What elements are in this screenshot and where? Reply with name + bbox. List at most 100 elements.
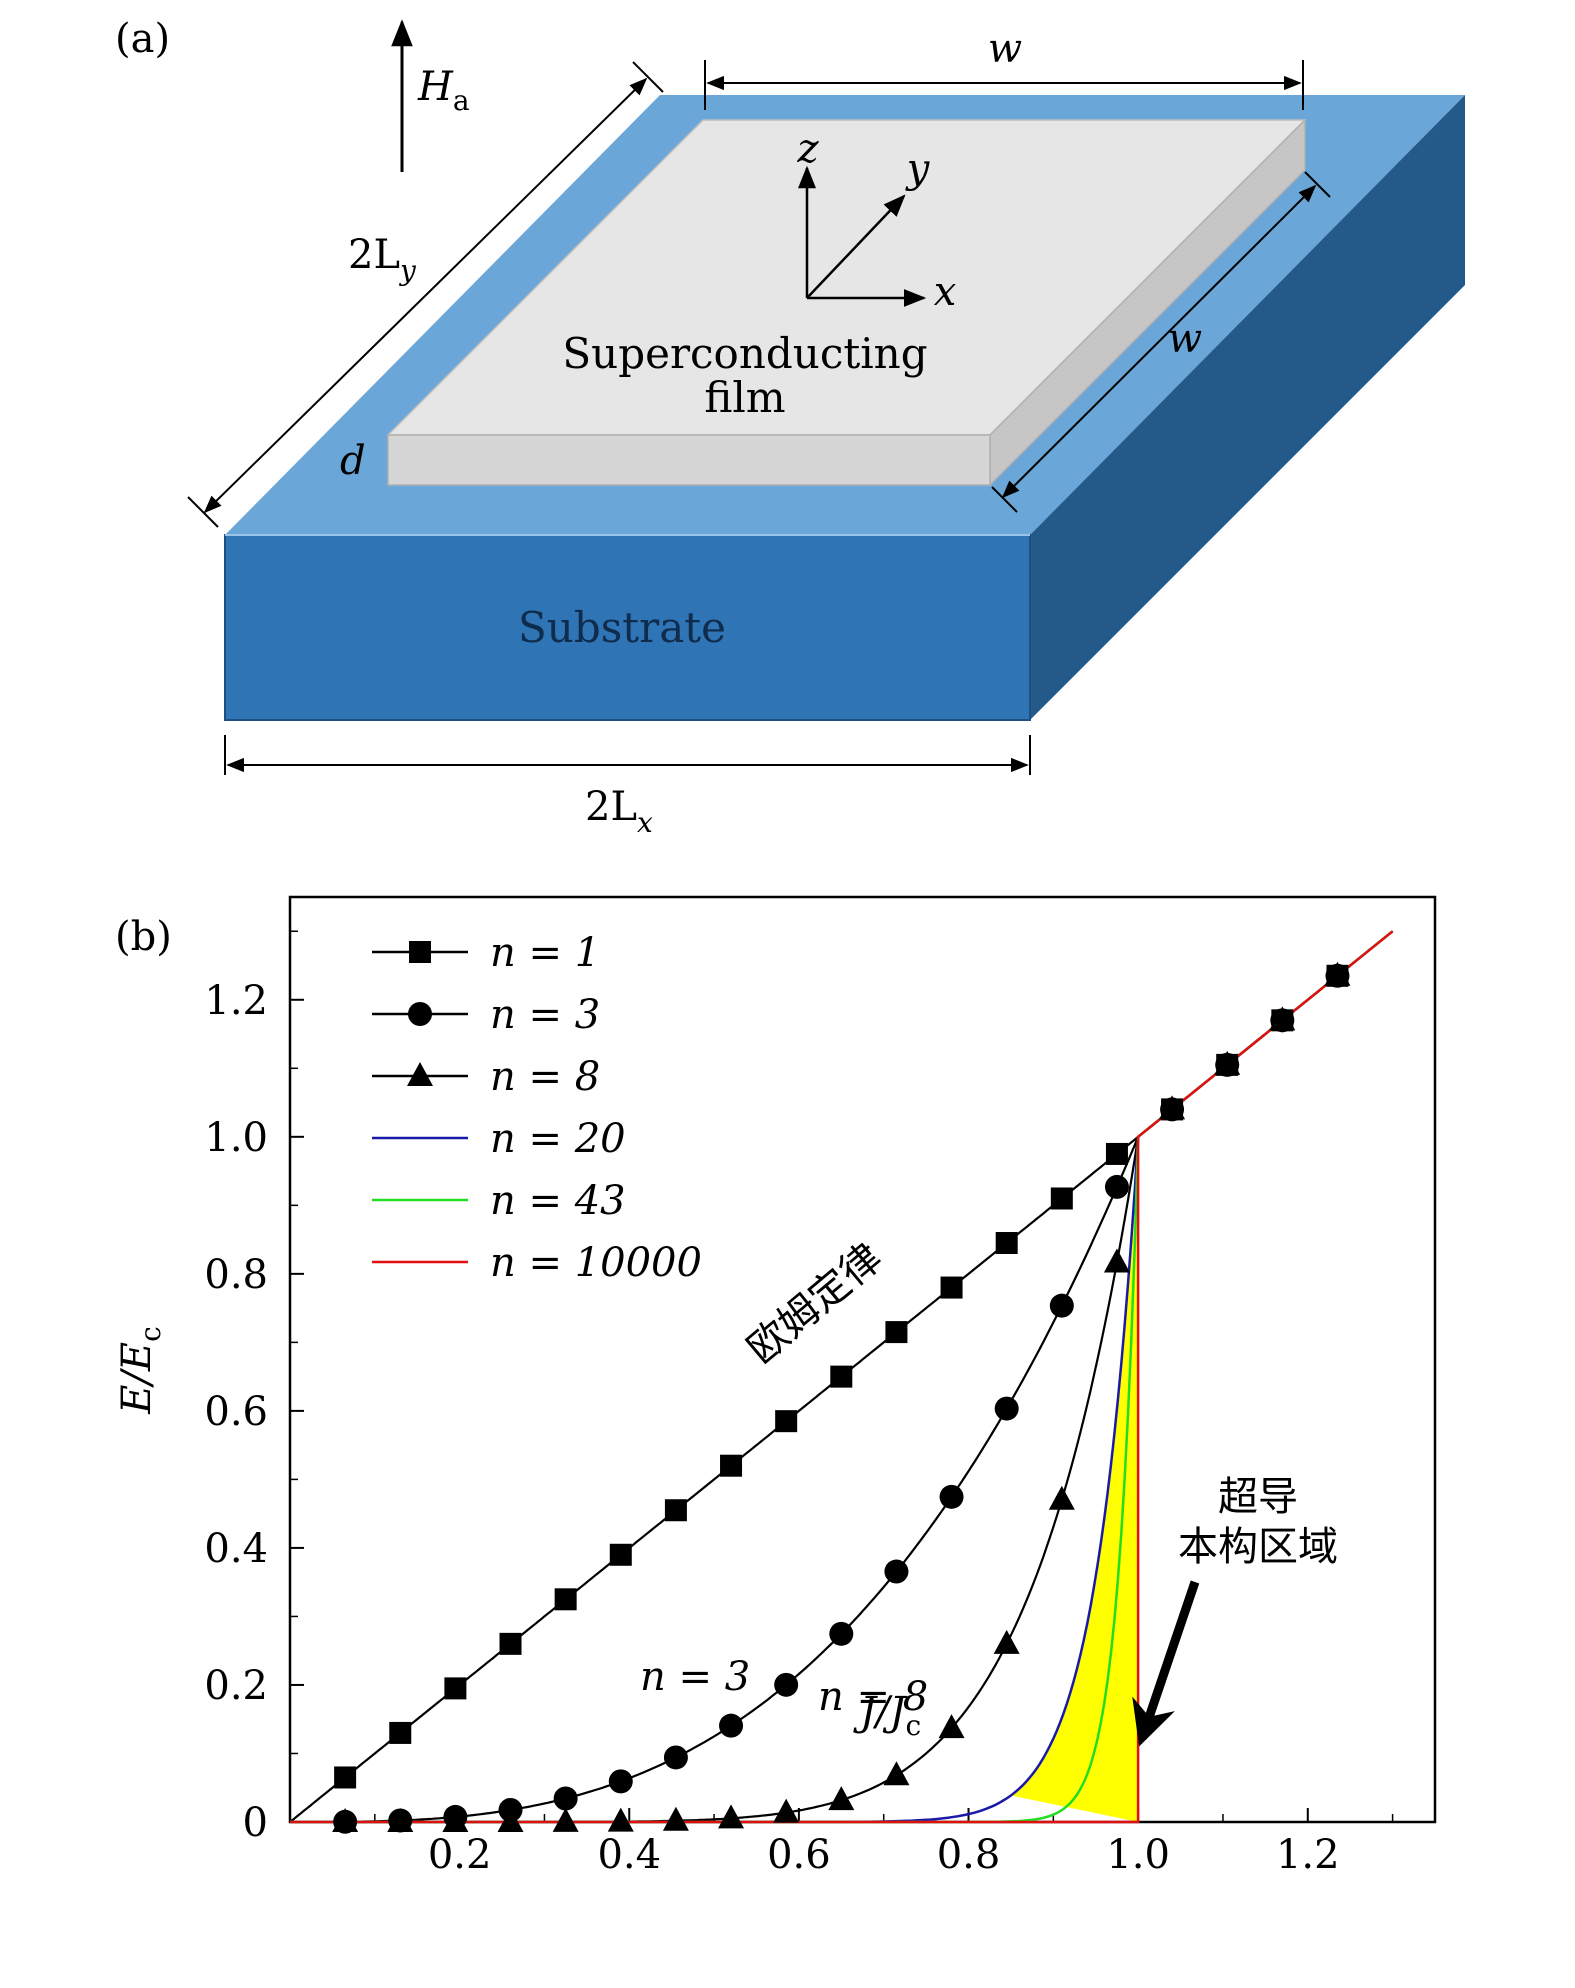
marker-circle-4 (553, 1786, 578, 1811)
film-label-line1: Superconducting (562, 329, 927, 378)
marker-triangle-11 (938, 1714, 965, 1739)
panel-b: (b) 0.2 0.4 0.6 0.8 1.0 1.2 0 0.2 0.4 0.6 0.8 1.0 1.… (114, 895, 1437, 1878)
marker-square-1 (389, 1721, 412, 1744)
legend-label-2: n = 8 (490, 1054, 600, 1100)
panel-a-label: (a) (115, 16, 170, 62)
annotation-sc-line1: 超导 (1218, 1474, 1298, 1520)
marker-circle-11 (939, 1484, 964, 1509)
marker-triangle-18 (1324, 961, 1351, 986)
axis-z-label: z (796, 126, 819, 172)
marker-triangle-5 (607, 1807, 634, 1832)
marker-square-14 (1105, 1142, 1128, 1165)
marker-square-0 (334, 1766, 357, 1789)
marker-circle-8 (774, 1672, 799, 1697)
marker-triangle-10 (883, 1761, 910, 1786)
length-y-tick-top (632, 61, 664, 93)
chart: 0.2 0.4 0.6 0.8 1.0 1.2 0 0.2 0.4 0.6 0.8 1.0 1.2 n =… (204, 895, 1437, 1878)
marker-circle-13 (1049, 1293, 1074, 1318)
marker-triangle-12 (993, 1629, 1020, 1654)
marker-triangle-6 (662, 1806, 689, 1831)
series-line-5 (290, 930, 1394, 1824)
width-side-tick-bottom (991, 486, 1018, 513)
marker-square-3 (499, 1632, 522, 1655)
marker-triangle-8 (773, 1798, 800, 1823)
x-tick-label-1: 0.4 (597, 1832, 661, 1878)
x-tick-label-2: 0.6 (767, 1832, 831, 1878)
y-tick-label-1: 0.2 (204, 1663, 268, 1709)
y-tick-label-2: 0.4 (204, 1526, 268, 1572)
y-tick-label-6: 1.2 (204, 978, 268, 1024)
marker-square-10 (885, 1321, 908, 1344)
marker-circle-12 (994, 1396, 1019, 1421)
panel-b-label: (b) (115, 914, 172, 960)
marker-triangle-16 (1214, 1050, 1241, 1075)
marker-triangle-7 (718, 1804, 745, 1829)
legend-label-4: n = 43 (490, 1178, 626, 1224)
field-label: Ha (417, 64, 470, 117)
substrate-front-face (224, 534, 1031, 721)
marker-triangle-2 (442, 1807, 469, 1832)
marker-square-7 (720, 1454, 743, 1477)
film-label-line2: film (704, 373, 785, 422)
y-tick-label-4: 0.8 (204, 1252, 268, 1298)
marker-triangle-15 (1159, 1095, 1186, 1120)
axis-x-label: x (934, 269, 957, 315)
axis-y-label: y (905, 146, 931, 192)
x-tick-label-3: 0.8 (937, 1832, 1001, 1878)
thickness-label: d (340, 438, 366, 484)
ylabel: E/Ec (114, 1326, 167, 1415)
marker-square-9 (830, 1365, 853, 1388)
legend-marker-0 (409, 941, 431, 963)
length-y-dimension (203, 77, 648, 514)
width-side-label: w (1168, 316, 1202, 362)
marker-triangle-0 (332, 1808, 359, 1832)
marker-triangle-4 (552, 1807, 579, 1832)
marker-triangle-14 (1103, 1248, 1130, 1273)
film-front-face (387, 434, 991, 486)
x-tick-label-4: 1.0 (1106, 1832, 1170, 1878)
marker-triangle-3 (497, 1807, 524, 1832)
length-y-tick-bottom (187, 496, 219, 528)
y-tick-label-0: 0 (243, 1800, 268, 1846)
legend-label-1: n = 3 (490, 992, 600, 1038)
marker-circle-5 (608, 1769, 633, 1794)
marker-circle-10 (884, 1559, 909, 1584)
legend-marker-1 (408, 1002, 432, 1026)
marker-triangle-1 (387, 1808, 414, 1832)
annotation-n3: n = 3 (640, 1654, 750, 1700)
shaded-region (1010, 1136, 1139, 1822)
marker-triangle-13 (1048, 1485, 1075, 1510)
marker-square-5 (609, 1543, 632, 1566)
legend-label-3: n = 20 (490, 1116, 626, 1162)
marker-circle-14 (1104, 1174, 1129, 1199)
marker-square-12 (995, 1232, 1018, 1255)
marker-square-13 (1050, 1187, 1073, 1210)
length-y-label: 2Ly (348, 232, 417, 287)
panel-a: (a) Ha w 2Ly w z y x (115, 16, 1465, 839)
x-tick-label-5: 1.2 (1276, 1832, 1340, 1878)
annotation-n8: n = 8 (818, 1674, 928, 1720)
marker-square-6 (664, 1499, 687, 1522)
marker-circle-6 (663, 1745, 688, 1770)
marker-triangle-9 (828, 1786, 855, 1811)
width-top-label: w (988, 26, 1022, 72)
marker-square-2 (444, 1677, 467, 1700)
length-x-label: 2Lx (585, 784, 653, 839)
legend-marker-2 (407, 1062, 433, 1086)
y-tick-label-3: 0.6 (204, 1389, 268, 1435)
marker-square-4 (554, 1588, 577, 1611)
marker-circle-9 (829, 1621, 854, 1646)
marker-square-8 (775, 1410, 798, 1433)
annotation-ohm: 欧姆定律 (739, 1235, 891, 1373)
marker-circle-7 (719, 1713, 744, 1738)
x-tick-label-0: 0.2 (428, 1832, 492, 1878)
legend-label-5: n = 10000 (490, 1240, 702, 1286)
substrate-label: Substrate (518, 603, 726, 652)
annotation-sc-arrow (1132, 1580, 1200, 1747)
xlabel: J/Jc (853, 1689, 921, 1742)
marker-triangle-17 (1269, 1006, 1296, 1031)
width-side-tick-top (1304, 171, 1331, 198)
y-tick-label-5: 1.0 (204, 1115, 268, 1161)
axis-y-arrow (806, 194, 906, 299)
